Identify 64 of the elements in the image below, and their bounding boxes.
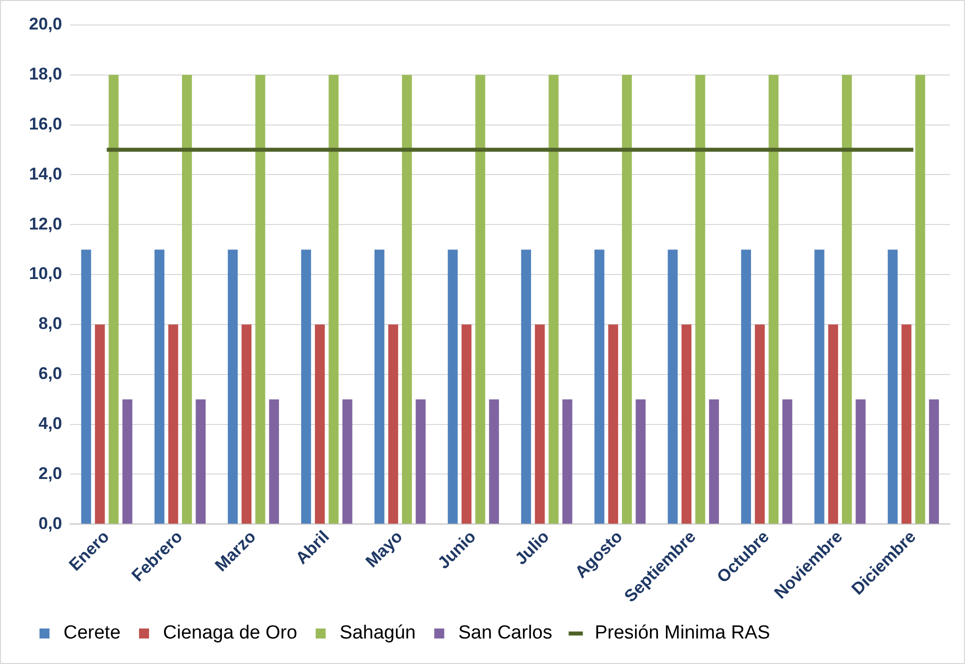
bar: [402, 74, 412, 524]
bar: [228, 250, 238, 524]
y-tick-label: 18,0: [28, 64, 62, 84]
bar: [814, 250, 824, 524]
bar: [741, 250, 752, 524]
bar: [754, 324, 765, 524]
bar: [81, 250, 92, 524]
bar: [196, 399, 206, 524]
bar: [695, 74, 706, 524]
bar: [902, 324, 912, 524]
bar: [709, 399, 719, 524]
bar: [314, 324, 325, 524]
bar: [489, 399, 499, 524]
bar: [521, 250, 532, 524]
bar: [768, 74, 779, 524]
bar: [269, 399, 279, 524]
bar: [242, 324, 252, 524]
bar: [301, 250, 312, 524]
legend-label: Cerete: [64, 622, 121, 644]
y-tick-label: 8,0: [38, 314, 62, 334]
y-tick-label: 14,0: [28, 164, 62, 184]
bar: [668, 250, 678, 524]
bar: [108, 74, 119, 524]
y-tick-label: 10,0: [28, 264, 62, 284]
y-tick-label: 16,0: [28, 114, 62, 134]
bar: [842, 74, 852, 524]
y-tick-label: 2,0: [38, 464, 62, 483]
bar: [562, 399, 572, 524]
bar: [682, 324, 692, 524]
bar: [622, 74, 632, 524]
bar: [828, 324, 838, 524]
bar: [888, 250, 898, 524]
y-tick-label: 12,0: [28, 214, 62, 234]
bar: [182, 74, 192, 524]
bar: [255, 74, 266, 524]
bar: [342, 399, 352, 524]
bar: [94, 324, 105, 524]
bar: [534, 324, 545, 524]
bar: [636, 399, 646, 524]
bar: [782, 399, 792, 524]
bar: [388, 324, 398, 524]
bar: [856, 399, 866, 524]
legend-label: Presión Minima RAS: [594, 622, 770, 644]
bar: [608, 324, 618, 524]
bar: [122, 399, 132, 524]
legend-label: San Carlos: [458, 622, 552, 644]
legend-label: Sahagún: [340, 622, 416, 644]
y-tick-label: 20,0: [28, 14, 62, 34]
bar: [594, 250, 604, 524]
y-tick-label: 6,0: [38, 364, 62, 384]
bar: [154, 250, 164, 524]
bar: [448, 250, 458, 524]
legend-label: Cienaga de Oro: [163, 622, 298, 644]
y-tick-label: 4,0: [38, 414, 62, 433]
bar: [328, 74, 339, 524]
y-tick-label: 0,0: [38, 514, 62, 533]
bar: [462, 324, 472, 524]
bar: [915, 74, 926, 524]
bar: [475, 74, 486, 524]
bar: [929, 399, 939, 524]
bar: [168, 324, 178, 524]
bar: [548, 74, 559, 524]
bar: [374, 250, 384, 524]
bar: [416, 399, 426, 524]
